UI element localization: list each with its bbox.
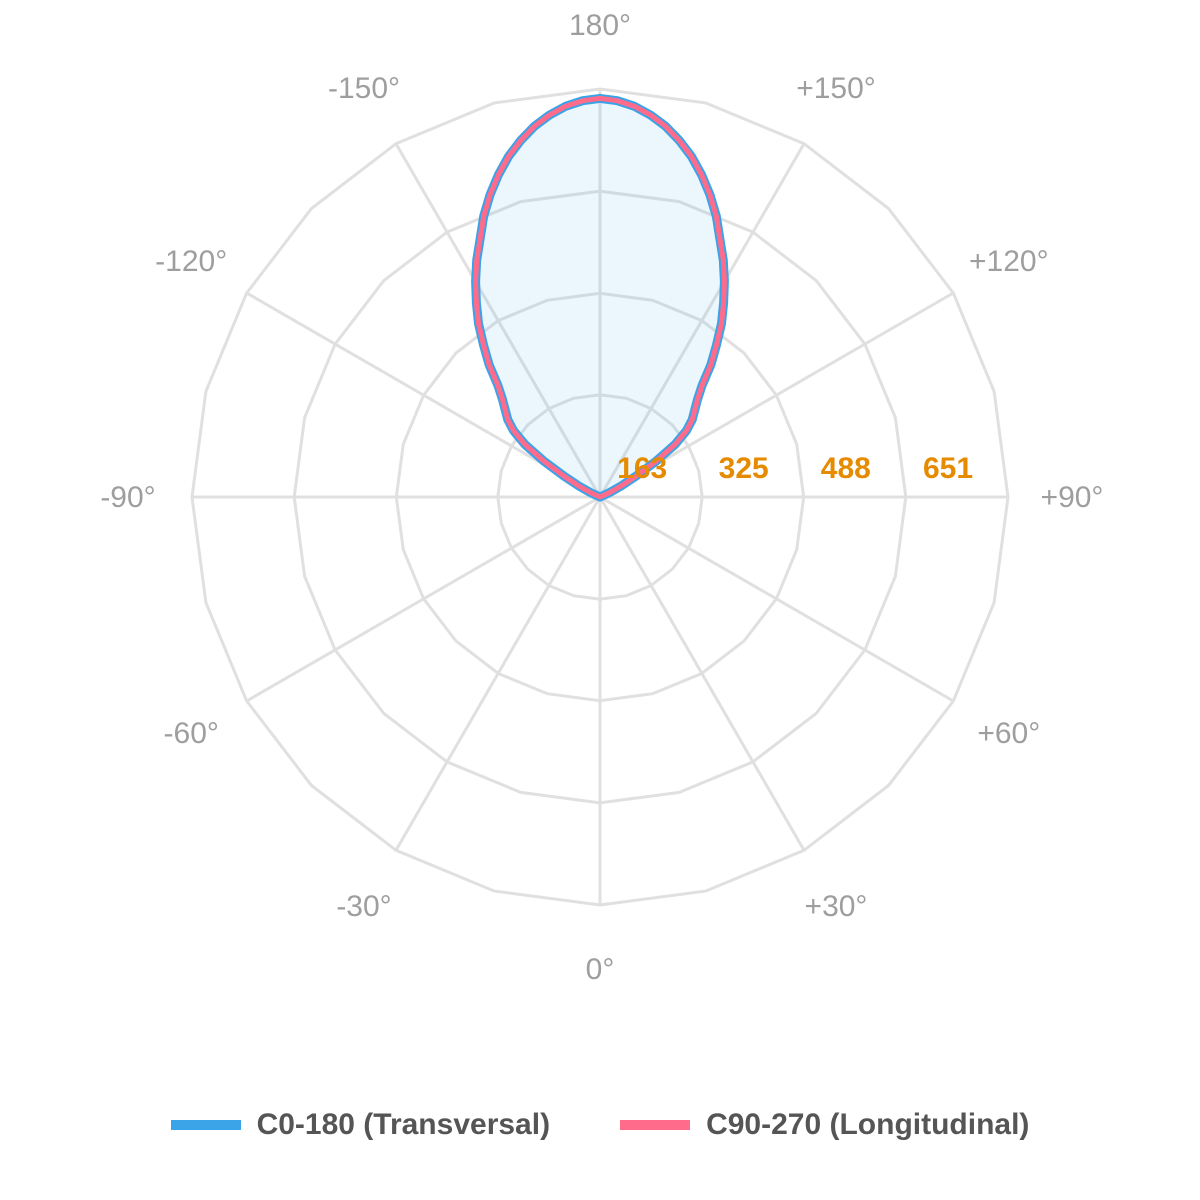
angle-label: -120°: [155, 245, 227, 278]
legend-label-longitudinal: C90-270 (Longitudinal): [706, 1108, 1030, 1141]
angle-tick-labels: 0° +30° +60° +90° +120° +150° 180° -150° -120° -9…: [100, 9, 1103, 986]
series-transversal: [471, 93, 729, 502]
legend-swatch-longitudinal: [620, 1120, 691, 1130]
angle-label: 0°: [586, 953, 615, 986]
radial-tick-label: 651: [923, 452, 973, 485]
grid-spoke: [245, 495, 601, 703]
angle-label: +150°: [796, 72, 876, 105]
angle-label: 180°: [569, 9, 631, 42]
angle-label: +120°: [969, 245, 1049, 278]
grid-spoke: [599, 495, 955, 703]
angle-label: +30°: [805, 890, 868, 923]
grid-spoke: [394, 496, 602, 852]
grid-spoke: [598, 496, 806, 852]
angle-label: -90°: [100, 481, 155, 514]
angle-label: -30°: [336, 890, 391, 923]
grid-spoke: [598, 142, 806, 498]
grid-spoke: [394, 142, 602, 498]
radial-tick-label: 163: [617, 452, 667, 485]
legend-label-transversal: C0-180 (Transversal): [256, 1108, 551, 1141]
angle-label: -150°: [328, 72, 400, 105]
angle-label: -60°: [164, 717, 219, 750]
angle-label: +90°: [1041, 481, 1104, 514]
series-longitudinal: [473, 95, 727, 500]
legend-swatch-transversal: [170, 1120, 241, 1130]
angle-label: +60°: [977, 717, 1040, 750]
legend-item-transversal[interactable]: C0-180 (Transversal): [170, 1108, 551, 1142]
radial-tick-label: 488: [821, 452, 871, 485]
polar-grid: [190, 87, 1010, 907]
series-layer: [471, 93, 729, 502]
radial-tick-labels: 163 325 488 651: [617, 452, 973, 485]
radial-tick-label: 325: [719, 452, 769, 485]
legend: C0-180 (Transversal) C90-270 (Longitudin…: [0, 1100, 1200, 1150]
legend-item-longitudinal[interactable]: C90-270 (Longitudinal): [620, 1108, 1029, 1142]
